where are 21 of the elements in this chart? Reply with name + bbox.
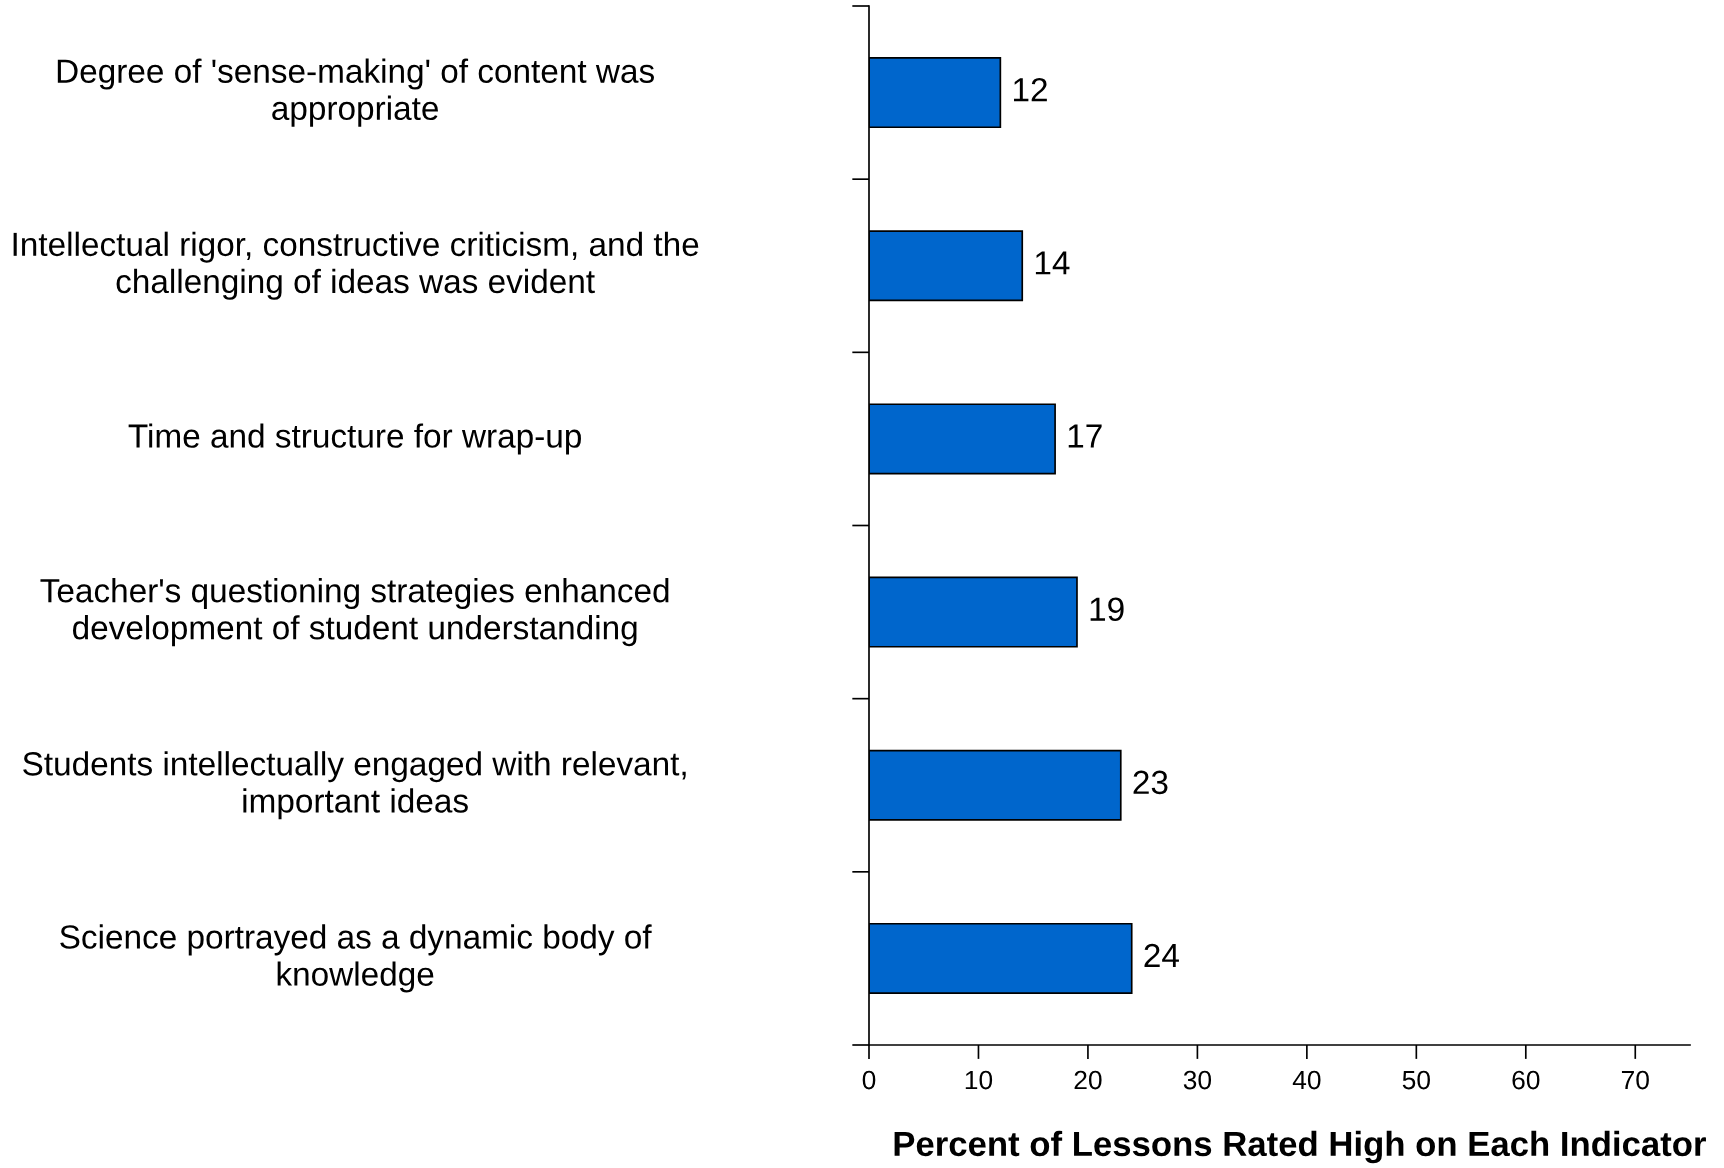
x-tick-label: 40: [1292, 1070, 1321, 1090]
x-tick-label: 10: [965, 1070, 993, 1090]
data-label: 12: [1014, 77, 1047, 102]
y-tick-label: Students intellectually engaged with relevant, important ideas: [23, 751, 686, 820]
y-tick-label: Time and structure for wrap-up: [128, 423, 581, 455]
data-label: 14: [1035, 251, 1070, 275]
y-tick-label: Teacher's questioning strategies enhanced development of student understanding: [40, 577, 669, 647]
data-label: 17: [1068, 424, 1102, 448]
y-tick-label: Science portrayed as a dynamic body of knowledge: [60, 924, 652, 993]
x-axis-title: Percent of Lessons Rated High on Each Indicator: [894, 1130, 1706, 1164]
x-tick-label: 60: [1512, 1070, 1540, 1090]
x-tick-label: 70: [1621, 1070, 1649, 1090]
y-tick-label: Intellectual rigor, constructive criticism, and the challenging of ideas was evident: [13, 231, 699, 300]
data-label: 23: [1133, 770, 1168, 795]
x-tick-label: 20: [1074, 1070, 1102, 1090]
data-label: 24: [1144, 943, 1179, 968]
x-tick-label: 50: [1402, 1070, 1430, 1090]
x-tick-label: 30: [1183, 1070, 1212, 1090]
y-tick-label: Degree of 'sense-making' of content was appropriate: [57, 58, 654, 127]
data-label: 19: [1090, 597, 1124, 622]
x-tick-label: 0: [862, 1070, 876, 1090]
